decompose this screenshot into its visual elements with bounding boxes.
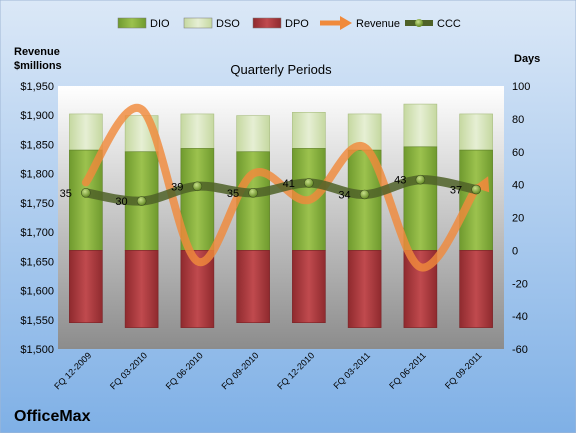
dpo-bar (347, 250, 382, 328)
legend-swatch (252, 17, 282, 29)
legend-arrow-icon (340, 16, 352, 30)
legend-entry: Revenue (320, 16, 400, 30)
right-axis-label: Days (514, 53, 540, 65)
ccc-point (471, 184, 481, 195)
legend-swatch (183, 17, 213, 29)
ccc-data-label: 41 (283, 178, 295, 190)
dpo-bar (459, 250, 493, 328)
ccc-data-label: 30 (115, 196, 127, 208)
right-tick-label: -60 (512, 344, 528, 356)
left-axis-label-line2: $millions (14, 60, 62, 72)
ccc-point (304, 178, 314, 188)
dio-bar (236, 151, 270, 251)
ccc-data-label: 43 (394, 175, 406, 187)
left-tick-label: $1,650 (20, 256, 54, 268)
legend-dot-icon (415, 19, 423, 27)
right-tick-label: -20 (512, 278, 528, 290)
legend-label: CCC (437, 18, 461, 30)
dso-bar (459, 113, 493, 151)
left-tick-label: $1,950 (20, 81, 54, 93)
ccc-point (192, 181, 203, 192)
ccc-data-label: 35 (227, 188, 239, 200)
right-tick-label: 60 (512, 147, 524, 159)
ccc-point (248, 188, 258, 198)
ccc-point (359, 189, 370, 200)
ccc-point (415, 174, 426, 185)
legend-label: Revenue (356, 18, 400, 30)
ccc-data-label: 34 (338, 189, 350, 201)
ccc-line: 35 30 39 35 41 34 43 37 (60, 175, 481, 208)
legend: DIO DSO DPO Revenue CCC (117, 16, 461, 30)
right-tick-label: 40 (512, 180, 524, 192)
revenue-series-line (81, 103, 481, 272)
legend-label: DPO (285, 18, 309, 30)
dpo-bar (236, 250, 270, 323)
dpo-bar (124, 250, 159, 328)
dso-bar (69, 113, 103, 151)
dpo-bar (292, 250, 326, 323)
ccc-data-label: 35 (60, 188, 72, 200)
right-tick-label: 100 (512, 81, 530, 93)
right-tick-label: 80 (512, 114, 524, 126)
left-axis-label-line1: Revenue (14, 46, 60, 58)
legend-swatch (117, 17, 147, 29)
left-tick-label: $1,600 (20, 286, 54, 298)
left-tick-label: $1,900 (20, 110, 54, 122)
dpo-bar (69, 250, 103, 323)
legend-entry: CCC (405, 18, 461, 30)
legend-label: DSO (216, 18, 240, 30)
dso-bar (180, 113, 215, 149)
dio-bar (403, 146, 438, 251)
chart-title: Quarterly Periods (230, 62, 332, 77)
right-tick-label: 0 (512, 245, 518, 257)
right-axis: -60 -40 -20 0 20 40 60 80 100 (512, 81, 530, 356)
ccc-point (81, 188, 91, 198)
company-name: OfficeMax (14, 408, 91, 425)
ccc-data-label: 37 (450, 185, 462, 197)
left-tick-label: $1,850 (20, 139, 54, 151)
left-tick-label: $1,800 (20, 169, 54, 181)
legend-entry: DSO (183, 17, 240, 30)
dio-bar (459, 149, 493, 251)
dso-bar (292, 112, 326, 149)
ccc-point (136, 196, 147, 206)
left-tick-label: $1,700 (20, 227, 54, 239)
legend-label: DIO (150, 18, 170, 30)
right-tick-label: -40 (512, 311, 528, 323)
legend-entry: DIO (117, 17, 170, 30)
right-tick-label: 20 (512, 213, 524, 225)
ccc-data-label: 39 (171, 181, 183, 193)
dso-bar (236, 115, 270, 153)
left-tick-label: $1,550 (20, 315, 54, 327)
dso-bar (403, 103, 438, 148)
left-tick-label: $1,750 (20, 198, 54, 210)
left-axis: $1,500 $1,550 $1,600 $1,650 $1,700 $1,750 $1,8… (20, 81, 54, 356)
left-tick-label: $1,500 (20, 344, 54, 356)
legend-entry: DPO (252, 17, 309, 30)
